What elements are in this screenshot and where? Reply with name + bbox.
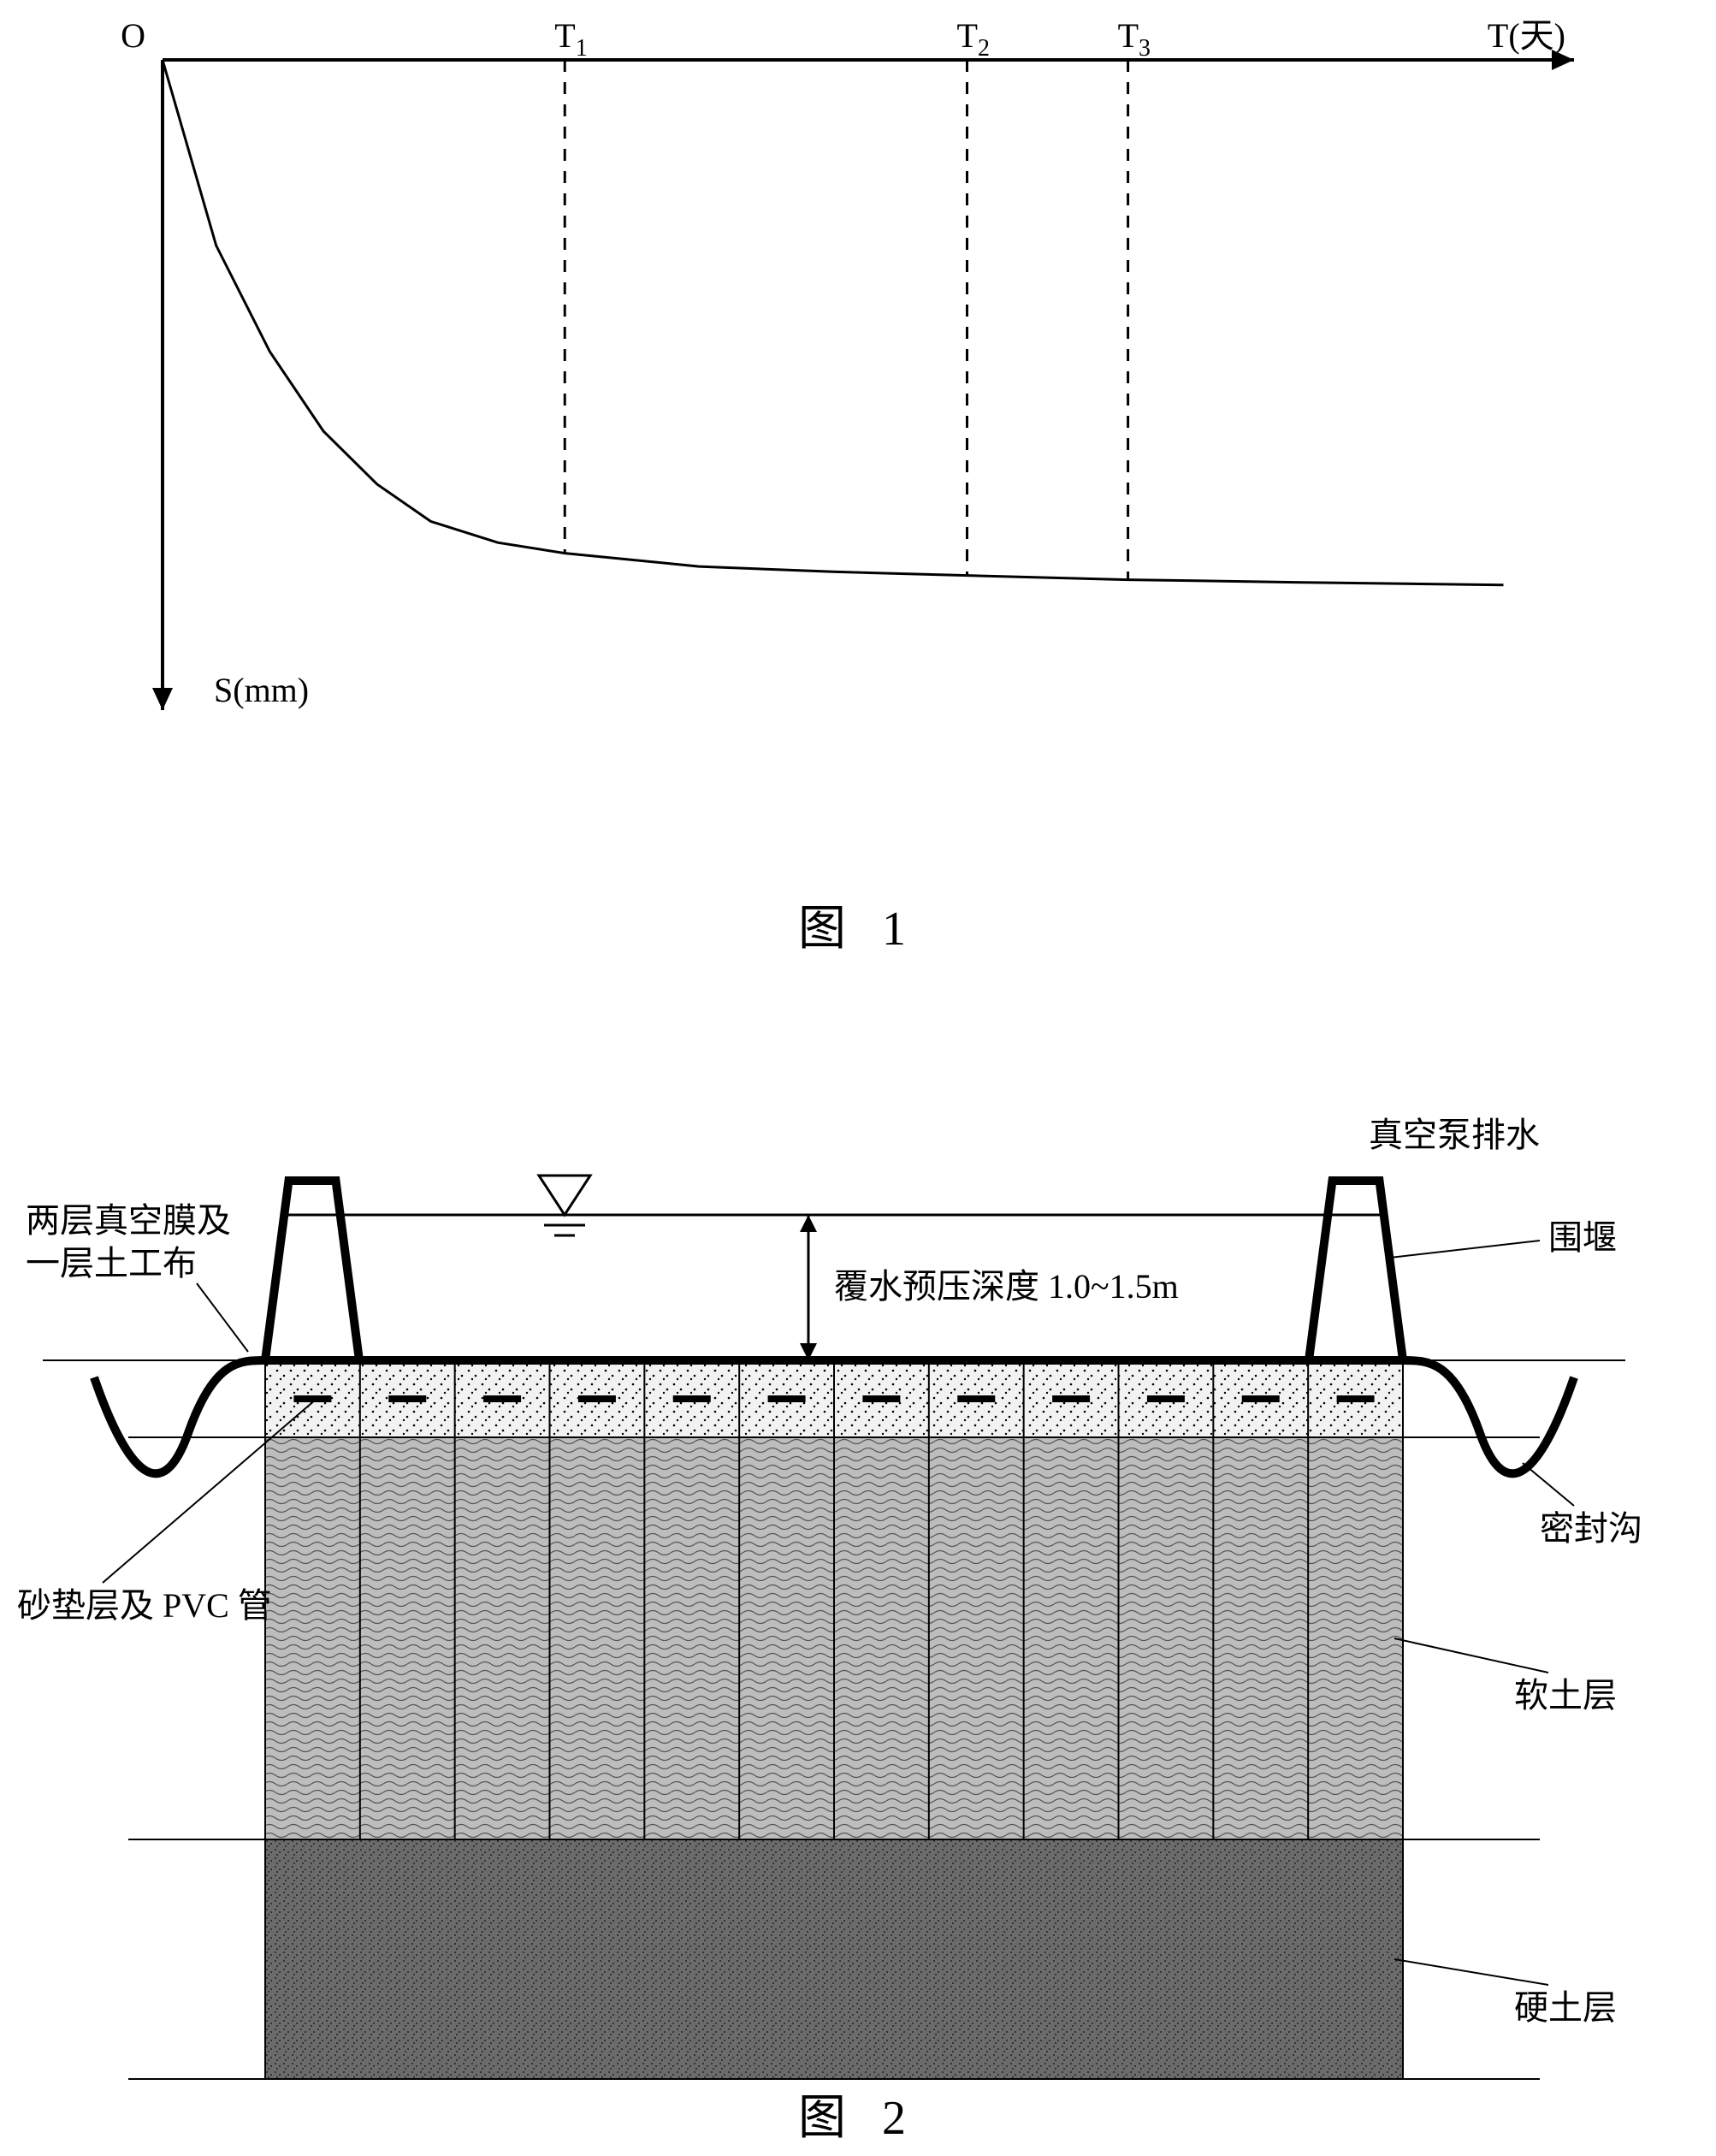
figure-1-chart: O T(天) S(mm) T1 T2 T3	[0, 0, 1716, 873]
water-depth-label: 覆水预压深度 1.0~1.5m	[834, 1267, 1179, 1306]
figure-2-caption: 图 2	[0, 2079, 1716, 2148]
sand-pvc-label: 砂垫层及 PVC 管	[17, 1586, 272, 1625]
cofferdam	[265, 1181, 359, 1360]
x-tick-label: T3	[1118, 16, 1151, 62]
hard-soil-layer	[265, 1839, 1403, 2079]
sealing-trench-label: 密封沟	[1540, 1509, 1642, 1548]
origin-label: O	[121, 16, 145, 55]
membrane-label-line1: 两层真空膜及	[26, 1201, 231, 1240]
hard-soil-label: 硬土层	[1514, 1988, 1617, 2027]
water-level-icon	[539, 1176, 590, 1215]
x-tick-label: T1	[554, 16, 587, 62]
cofferdam	[1309, 1181, 1403, 1360]
membrane-label-line2: 一层土工布	[26, 1244, 197, 1282]
figure-1-caption: 图 1	[0, 890, 1716, 959]
soft-soil-label: 软土层	[1514, 1676, 1617, 1715]
settlement-curve	[163, 60, 1504, 585]
y-axis-label: S(mm)	[214, 671, 309, 709]
figure-2-diagram: 覆水预压深度 1.0~1.5m 真空泵排水围堰密封沟软土层硬土层 两层真空膜及一层土…	[0, 1052, 1716, 2105]
vacuum-pump-label: 真空泵排水	[1369, 1116, 1540, 1154]
x-axis-label: T(天)	[1488, 16, 1565, 55]
cofferdam-label: 围堰	[1548, 1218, 1617, 1257]
x-tick-label: T2	[957, 16, 990, 62]
